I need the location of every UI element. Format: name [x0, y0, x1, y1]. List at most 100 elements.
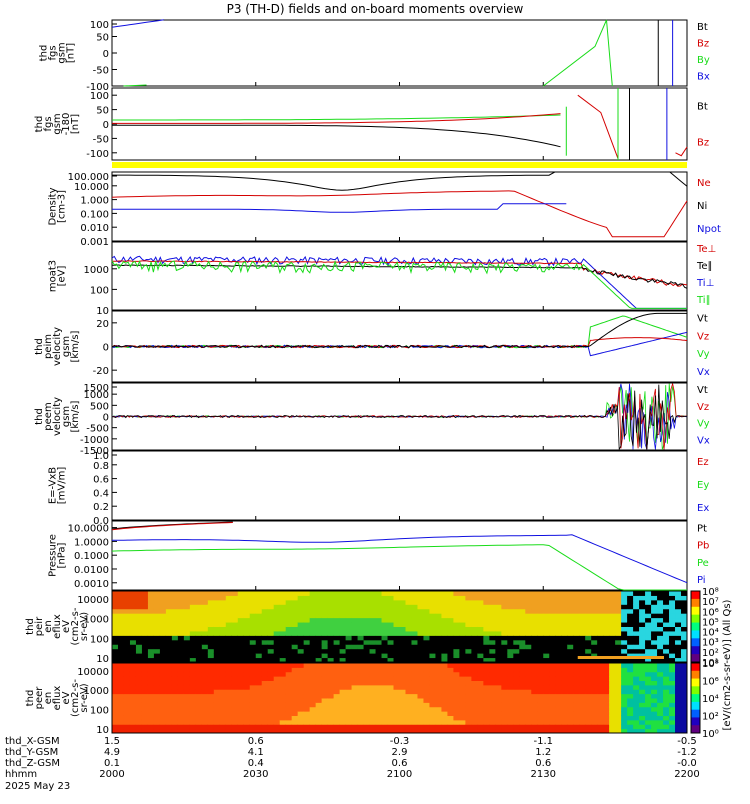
spectrogram-cell: [441, 644, 448, 650]
colorbar-tick: 10⁶: [702, 607, 719, 618]
spectrogram-cell: [129, 648, 137, 654]
spectrogram-cell: [189, 630, 197, 636]
spectrogram-cell: [447, 617, 454, 623]
spectrogram-cell: [123, 680, 131, 686]
spectrogram-cell: [519, 648, 526, 654]
spectrogram-cell: [351, 706, 359, 712]
spectrogram-cell: [393, 680, 400, 686]
spectrogram-cell: [549, 644, 556, 650]
legend-Vy: Vy: [697, 349, 710, 360]
spectrogram-cell: [183, 728, 191, 734]
spectrogram-cell: [465, 599, 472, 605]
spectrogram-cell: [555, 613, 562, 619]
spectrogram-cell: [219, 622, 227, 627]
spectrogram-cell: [213, 657, 221, 663]
spectrogram-cell: [357, 702, 365, 708]
spectrogram-cell: [477, 671, 484, 677]
spectrogram-cell: [423, 591, 430, 596]
spectrogram-cell: [615, 630, 622, 636]
spectrogram-cell: [573, 719, 580, 725]
spectrogram-cell: [117, 693, 125, 699]
spectrogram-cell: [507, 719, 514, 725]
spectrogram-cell: [381, 617, 389, 623]
spectrogram-cell: [327, 608, 335, 614]
spectrogram-cell: [591, 595, 598, 601]
spectrogram-cell: [543, 728, 550, 734]
spectrogram-cell: [585, 595, 592, 601]
spectrogram-cell: [639, 613, 646, 619]
spectrogram-cell: [633, 693, 640, 699]
spectrogram-cell: [645, 639, 652, 645]
y-tick-label: 1000: [84, 390, 109, 401]
spectrogram-cell: [363, 663, 371, 668]
spectrogram-cell: [645, 591, 652, 596]
spectrogram-cell: [243, 648, 251, 654]
spectrogram-cell: [495, 702, 502, 708]
spectrogram-cell: [381, 644, 389, 650]
spectrogram-cell: [405, 608, 412, 614]
spectrogram-cell: [429, 684, 436, 690]
y-tick-label: -100: [86, 149, 109, 160]
spectrogram-cell: [279, 626, 287, 632]
spectrogram-cell: [417, 680, 424, 686]
spectrogram-cell: [489, 595, 496, 601]
spectrogram-cell: [615, 719, 622, 725]
spectrogram-cell: [345, 719, 353, 725]
spectrogram-cell: [321, 676, 329, 681]
spectrogram-cell: [621, 648, 628, 654]
spectrogram-cell: [351, 595, 359, 601]
spectrogram-cell: [633, 689, 640, 695]
spectrogram-cell: [213, 724, 221, 730]
spectrogram-cell: [615, 653, 622, 659]
footer-value: 2030: [243, 769, 268, 780]
spectrogram-cell: [477, 644, 484, 650]
spectrogram-cell: [663, 639, 670, 645]
spectrogram-cell: [315, 702, 323, 708]
spectrogram-cell: [315, 689, 323, 695]
spectrogram-cell: [405, 719, 412, 725]
spectrogram-cell: [363, 676, 371, 681]
spectrogram-cell: [165, 711, 173, 716]
spectrogram-cell: [387, 676, 395, 681]
spectrogram-cell: [303, 622, 311, 627]
spectrogram-cell: [525, 667, 532, 673]
y-tick-label: 1.000: [80, 196, 109, 207]
spectrogram-cell: [207, 680, 215, 686]
spectrogram-cell: [141, 639, 149, 645]
spectrogram-cell: [285, 693, 293, 699]
spectrogram-cell: [369, 693, 377, 699]
spectrogram-cell: [513, 635, 520, 641]
spectrogram-cell: [117, 639, 125, 645]
spectrogram-cell: [381, 648, 389, 654]
y-axis-label: thd: [34, 116, 45, 133]
spectrogram-cell: [357, 604, 365, 610]
y-tick-label: 0: [103, 413, 109, 424]
spectrogram-cell: [147, 599, 155, 605]
spectrogram-cell: [345, 680, 353, 686]
spectrogram-cell: [171, 604, 179, 610]
spectrogram-cell: [465, 684, 472, 690]
spectrogram-cell: [531, 680, 538, 686]
spectrogram-cell: [615, 711, 622, 716]
spectrogram-cell: [483, 648, 490, 654]
spectrogram-cell: [393, 626, 400, 632]
spectrogram-cell: [255, 719, 263, 725]
spectrogram-cell: [249, 671, 257, 677]
spectrogram-cell: [273, 698, 281, 703]
spectrogram-cell: [237, 676, 245, 681]
spectrogram-cell: [201, 724, 209, 730]
spectrogram-cell: [513, 698, 520, 703]
spectrogram-cell: [273, 613, 281, 619]
spectrogram-cell: [591, 698, 598, 703]
spectrogram-cell: [663, 617, 670, 623]
spectrogram-cell: [273, 680, 281, 686]
spectrogram-cell: [459, 617, 466, 623]
spectrogram-cell: [657, 599, 664, 605]
spectrogram-cell: [489, 626, 496, 632]
spectrogram-cell: [255, 684, 263, 690]
spectrogram-cell: [207, 608, 215, 614]
spectrogram-cell: [195, 653, 203, 659]
spectrogram-cell: [189, 711, 197, 716]
spectrogram-cell: [261, 680, 269, 686]
spectrogram-cell: [315, 630, 323, 636]
